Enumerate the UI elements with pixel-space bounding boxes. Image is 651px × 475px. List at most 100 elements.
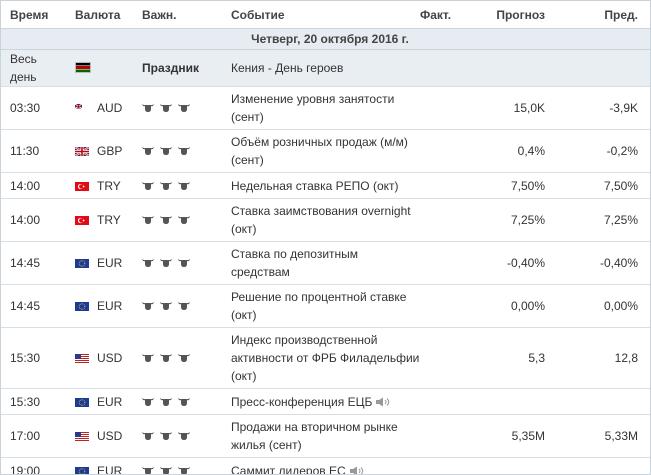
eu-flag-icon <box>75 394 91 407</box>
event-currency: USD <box>66 327 133 389</box>
col-time[interactable]: Время <box>1 1 66 29</box>
event-currency: GBP <box>66 129 133 173</box>
currency-code: AUD <box>97 101 123 115</box>
event-previous: 0,00% <box>555 284 650 328</box>
holiday-importance: Праздник <box>133 49 222 87</box>
event-previous: 7,25% <box>555 198 650 242</box>
col-forecast[interactable]: Прогноз <box>466 1 555 29</box>
currency-code: TRY <box>97 213 121 227</box>
bull-icon <box>160 212 172 224</box>
uk-flag-icon <box>74 143 91 157</box>
importance-rating <box>133 284 222 328</box>
bull-icon <box>142 143 154 155</box>
event-previous: 7,50% <box>555 172 650 199</box>
event-previous <box>555 457 650 474</box>
event-currency: EUR <box>66 457 133 475</box>
event-name[interactable]: Ставка заимствования overnight (окт) <box>231 204 411 236</box>
event-name[interactable]: Пресс-конференция ЕЦБ <box>231 394 373 409</box>
event-name-cell: Решение по процентной ставке (окт) <box>222 284 420 328</box>
event-previous: -3,9K <box>555 86 650 130</box>
event-time: 19:00 <box>1 457 66 474</box>
event-row[interactable]: 17:00 USD Продажи на вторичном рынке жилья… <box>1 414 650 458</box>
col-importance[interactable]: Важн. <box>133 1 222 29</box>
bull-icon <box>178 100 190 112</box>
col-previous[interactable]: Пред. <box>555 1 650 29</box>
event-time: 15:30 <box>1 327 66 389</box>
event-forecast: 15,0K <box>466 86 555 130</box>
event-currency: EUR <box>66 284 133 328</box>
speech-icon <box>349 463 367 474</box>
eu-flag-icon <box>75 255 91 268</box>
importance-rating <box>133 457 222 474</box>
importance-rating <box>133 129 222 173</box>
bull-icon <box>142 178 154 190</box>
event-currency: EUR <box>66 241 133 285</box>
event-currency: TRY <box>66 172 133 199</box>
event-name[interactable]: Изменение уровня занятости (сент) <box>231 92 395 124</box>
event-actual <box>420 198 466 242</box>
col-currency[interactable]: Валюта <box>66 1 133 29</box>
holiday-row[interactable]: Весь день Праздник Кения - День героев <box>1 49 650 87</box>
turkey-flag-icon <box>75 178 91 191</box>
event-row[interactable]: 03:30 AUD Изменение уровня занятости (сент… <box>1 86 650 130</box>
event-row[interactable]: 14:00 TRY Недельная ставка РЕПО (окт) 7,50%… <box>1 172 650 199</box>
col-event[interactable]: Событие <box>222 1 420 29</box>
importance-rating <box>133 388 222 415</box>
bull-icon <box>160 178 172 190</box>
bull-icon <box>142 298 154 310</box>
date-label: Четверг, 20 октября 2016 г. <box>1 28 650 50</box>
event-row[interactable]: 14:00 TRY Ставка заимствования overnight (… <box>1 198 650 242</box>
event-name-cell: Объём розничных продаж (м/м) (сент) <box>222 129 420 173</box>
bull-icon <box>178 212 190 224</box>
event-time: 14:45 <box>1 241 66 285</box>
event-actual <box>420 327 466 389</box>
bull-icon <box>178 428 190 440</box>
currency-code: EUR <box>97 463 123 475</box>
bull-icon <box>142 394 154 406</box>
australia-flag-icon <box>74 100 91 112</box>
event-row[interactable]: 19:00 EUR Саммит лидеров ЕС <box>1 457 650 475</box>
event-time: 14:00 <box>1 172 66 199</box>
currency-code: USD <box>97 351 123 365</box>
currency-code: EUR <box>97 299 123 313</box>
bull-icon <box>142 255 154 267</box>
event-name[interactable]: Недельная ставка РЕПО (окт) <box>231 178 399 193</box>
importance-rating <box>133 327 222 389</box>
event-name[interactable]: Саммит лидеров ЕС <box>231 463 346 475</box>
event-forecast: 7,25% <box>466 198 555 242</box>
event-currency: TRY <box>66 198 133 242</box>
event-name[interactable]: Решение по процентной ставке (окт) <box>231 290 407 322</box>
event-row[interactable]: 14:45 EUR Решение по процентной ставке (ок… <box>1 284 650 328</box>
event-name[interactable]: Продажи на вторичном рынке жилья (сент) <box>231 420 398 452</box>
event-actual <box>420 388 466 415</box>
eu-flag-icon <box>75 463 91 474</box>
bull-icon <box>160 255 172 267</box>
bull-icon <box>178 298 190 310</box>
event-row[interactable]: 14:45 EUR Ставка по депозитным средствам -0… <box>1 241 650 285</box>
event-forecast <box>466 457 555 474</box>
col-actual[interactable]: Факт. <box>420 1 466 29</box>
event-previous <box>555 388 650 415</box>
header-row: Время Валюта Важн. Событие Факт. Прогноз… <box>1 1 650 29</box>
currency-code: TRY <box>97 178 121 193</box>
bull-icon <box>160 100 172 112</box>
bull-icon <box>142 463 154 474</box>
bull-icon <box>178 143 190 155</box>
event-name[interactable]: Ставка по депозитным средствам <box>231 247 359 279</box>
event-row[interactable]: 15:30 USD Индекс производственной активнос… <box>1 327 650 389</box>
event-name-cell: Саммит лидеров ЕС <box>222 457 420 475</box>
event-previous: 12,8 <box>555 327 650 389</box>
bull-icon <box>178 394 190 406</box>
event-name[interactable]: Объём розничных продаж (м/м) (сент) <box>231 135 408 167</box>
holiday-event: Кения - День героев <box>222 49 650 87</box>
bull-icon <box>160 394 172 406</box>
turkey-flag-icon <box>75 212 91 225</box>
event-name-cell: Продажи на вторичном рынке жилья (сент) <box>222 414 420 458</box>
event-row[interactable]: 15:30 EUR Пресс-конференция ЕЦБ <box>1 388 650 415</box>
event-time: 15:30 <box>1 388 66 415</box>
event-name-cell: Индекс производственной активности от ФР… <box>222 327 420 389</box>
event-name[interactable]: Индекс производственной активности от ФР… <box>231 333 420 383</box>
importance-rating <box>133 414 222 458</box>
event-row[interactable]: 11:30 GBP Объём розничных продаж (м/м) (се… <box>1 129 650 173</box>
